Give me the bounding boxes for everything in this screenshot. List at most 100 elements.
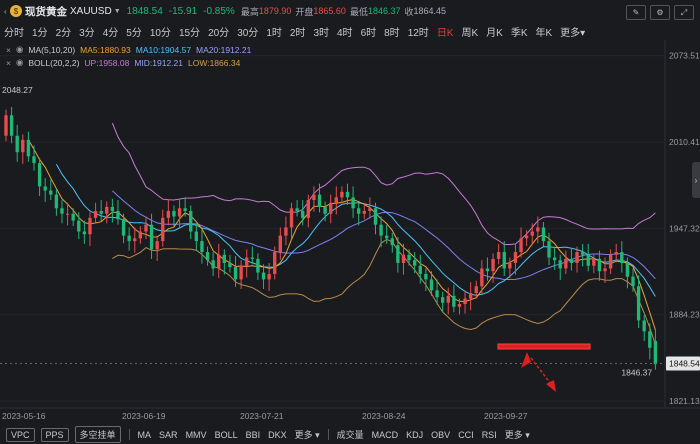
tab-timeframe[interactable]: 月K xyxy=(486,27,503,39)
candle-body xyxy=(513,252,518,263)
tab-timeframe[interactable]: 4时 xyxy=(337,27,353,39)
tab-timeframe[interactable]: 季K xyxy=(510,27,528,39)
candle-body xyxy=(211,260,215,269)
candle-body xyxy=(301,211,305,218)
candle-body xyxy=(385,235,389,239)
main-indicator-button[interactable]: MA xyxy=(137,429,152,440)
tab-timeframe[interactable]: 20分 xyxy=(208,27,230,39)
candle-body xyxy=(239,265,243,280)
boll-lower-line xyxy=(112,238,656,345)
ma10-line xyxy=(55,163,656,297)
tab-timeframe[interactable]: 1分 xyxy=(32,27,48,39)
tag-button[interactable]: PPS xyxy=(40,427,69,442)
sub-indicator-button[interactable]: MACD xyxy=(371,429,399,440)
candle-body xyxy=(362,211,366,214)
main-indicator-button[interactable]: DKX xyxy=(268,429,287,440)
annotation-arrow-down-icon xyxy=(546,380,556,392)
tab-timeframe[interactable]: 3分 xyxy=(79,27,95,39)
candle-body xyxy=(105,206,109,214)
candle-body xyxy=(340,191,344,198)
close-ma-icon[interactable]: × xyxy=(6,44,11,55)
candle-body xyxy=(407,254,411,261)
main-indicator-button[interactable]: MMV xyxy=(185,429,207,440)
tab-timeframe[interactable]: 10分 xyxy=(149,27,171,39)
eye-icon[interactable]: ◉ xyxy=(15,44,24,54)
tab-timeframe[interactable]: 日K xyxy=(436,27,454,39)
symbol-dropdown-icon[interactable]: ▼ xyxy=(113,7,121,15)
candle-body xyxy=(189,211,193,232)
main-indicator-button[interactable]: BOLL xyxy=(214,429,238,440)
candle-body xyxy=(625,262,630,277)
tab-timeframe[interactable]: 30分 xyxy=(237,27,259,39)
x-tick-label: 2023-05-16 xyxy=(2,411,46,421)
annotation-dashed-line xyxy=(530,357,552,385)
tab-timeframe[interactable]: 6时 xyxy=(360,27,377,39)
tab-timeframe[interactable]: 15分 xyxy=(178,27,201,39)
candle-body xyxy=(295,208,299,212)
main-indicator-button[interactable]: SAR xyxy=(159,429,178,440)
tab-timeframe[interactable]: 8时 xyxy=(384,27,400,39)
candle-body xyxy=(317,194,322,207)
candle-body xyxy=(614,252,618,255)
candle-body xyxy=(345,191,350,198)
symbol-code[interactable]: XAUUSD xyxy=(70,5,112,17)
divider xyxy=(327,429,329,440)
sub-indicator-button[interactable]: RSI xyxy=(481,429,497,440)
candle-body xyxy=(440,297,445,303)
candle-body xyxy=(289,208,294,228)
boll-low-value: LOW:1866.34 xyxy=(188,57,241,68)
tag-button[interactable]: VPC xyxy=(6,427,35,442)
boll-name[interactable]: BOLL(20,2,2) xyxy=(28,57,80,68)
tab-timeframe[interactable]: 5分 xyxy=(126,27,142,39)
tab-timeframe[interactable]: 3时 xyxy=(313,27,329,39)
y-tick-label: 1947.32 xyxy=(669,223,700,233)
sub-indicator-button[interactable]: 成交量 xyxy=(336,430,364,440)
candle-body xyxy=(65,213,70,215)
candle-body xyxy=(138,231,143,239)
eye-icon[interactable]: ◉ xyxy=(15,57,24,67)
tab-timeframe[interactable]: 更多▾ xyxy=(560,27,586,39)
back-icon[interactable]: ‹ xyxy=(4,6,7,16)
tab-timeframe[interactable]: 1时 xyxy=(266,27,282,39)
draw-tool-icon[interactable]: ✎ xyxy=(626,5,646,20)
candle-body xyxy=(93,211,98,218)
sub-indicator-button[interactable]: OBV xyxy=(431,429,451,440)
tab-timeframe[interactable]: 2时 xyxy=(289,27,306,39)
candle-body xyxy=(401,254,406,263)
sub-indicator-button[interactable]: 更多 ▾ xyxy=(504,430,530,440)
candle-body xyxy=(580,252,585,255)
candle-body xyxy=(636,286,641,321)
ma-name[interactable]: MA(5,10,20) xyxy=(28,44,76,55)
tab-timeframe[interactable]: 分时 xyxy=(4,27,24,39)
y-tick-label: 2010.41 xyxy=(669,137,700,147)
fullscreen-icon[interactable]: ⤢ xyxy=(674,5,694,20)
candle-body xyxy=(88,217,92,235)
tab-timeframe[interactable]: 4分 xyxy=(102,27,119,39)
candle-body xyxy=(26,139,31,157)
tab-timeframe[interactable]: 周K xyxy=(461,27,479,39)
sub-indicator-button[interactable]: CCI xyxy=(458,429,474,440)
candle-body xyxy=(284,227,288,236)
main-indicator-button[interactable]: BBI xyxy=(245,429,261,440)
candle-body xyxy=(155,241,159,250)
candle-body xyxy=(558,260,562,269)
min-price-label: 1846.37 xyxy=(621,367,652,377)
tab-timeframe[interactable]: 12时 xyxy=(407,27,429,39)
close-boll-icon[interactable]: × xyxy=(6,57,11,68)
candle-body xyxy=(149,224,154,250)
candle-body xyxy=(82,231,87,235)
tab-timeframe[interactable]: 年K xyxy=(535,27,553,39)
tag-button[interactable]: 多空挂单 xyxy=(74,426,121,443)
main-indicator-button[interactable]: 更多 ▾ xyxy=(294,430,320,440)
candle-body xyxy=(9,115,14,136)
candle-body xyxy=(502,252,506,269)
ma-indicator-line: × ◉ MA(5,10,20) MA5:1880.93 MA10:1904.57… xyxy=(6,44,251,55)
symbol-name[interactable]: 现货黄金 xyxy=(25,5,67,18)
candle-body xyxy=(435,290,439,298)
side-panel-toggle-icon[interactable]: › xyxy=(692,162,700,198)
candle-body xyxy=(133,238,137,242)
sub-indicator-button[interactable]: KDJ xyxy=(406,429,424,440)
tab-timeframe[interactable]: 2分 xyxy=(55,27,72,39)
candle-body xyxy=(653,340,658,365)
settings-icon[interactable]: ⚙ xyxy=(650,5,670,20)
